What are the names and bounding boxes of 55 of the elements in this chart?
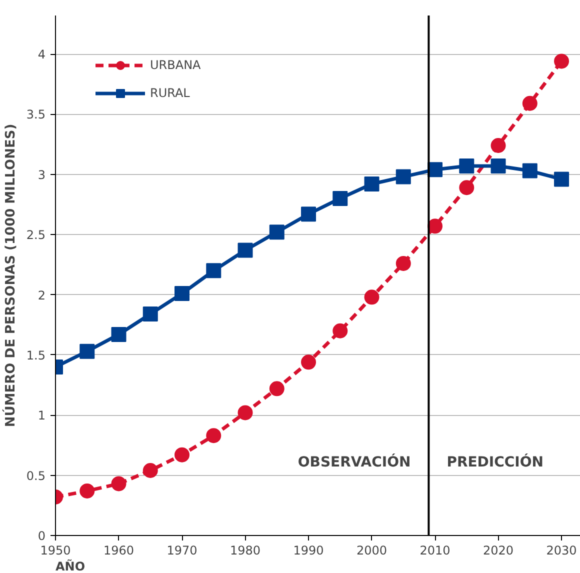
- point: [238, 405, 253, 420]
- point: [396, 256, 411, 271]
- point: [301, 354, 316, 370]
- point: [459, 158, 474, 174]
- y-tick-label: 4: [38, 48, 46, 62]
- x-axis-title: AÑO: [56, 558, 86, 573]
- y-tick-label: 1.5: [26, 348, 46, 362]
- point: [332, 323, 348, 338]
- point: [206, 263, 222, 278]
- point: [332, 190, 348, 206]
- point: [522, 96, 538, 111]
- point: [238, 242, 253, 258]
- point: [80, 344, 95, 359]
- x-tick-label: 1980: [230, 544, 261, 558]
- y-tick-label: 0: [38, 529, 46, 543]
- point: [522, 163, 538, 178]
- annotation: OBSERVACIÓN: [298, 454, 411, 471]
- point: [269, 224, 284, 240]
- y-tick-label: 3: [38, 168, 46, 182]
- legend-label: RURAL: [150, 86, 190, 100]
- point: [142, 306, 158, 322]
- x-tick-label: 2020: [483, 544, 514, 558]
- point: [554, 172, 570, 187]
- x-tick-label: 1990: [293, 544, 324, 558]
- point: [364, 290, 380, 305]
- point: [174, 447, 190, 462]
- x-tick-label: 2000: [356, 544, 388, 558]
- y-tick-label: 0.5: [26, 468, 46, 483]
- y-tick-label: 1: [38, 408, 46, 423]
- point: [142, 463, 158, 478]
- y-tick-label: 2: [38, 288, 46, 302]
- point: [206, 428, 222, 444]
- x-tick-label: 1960: [103, 544, 134, 558]
- point: [269, 381, 284, 396]
- point: [174, 286, 190, 302]
- x-tick-label: 2010: [420, 544, 450, 558]
- point: [364, 176, 380, 192]
- point: [396, 169, 411, 184]
- point: [428, 218, 443, 234]
- x-tick-label: 1970: [166, 544, 198, 558]
- point: [490, 158, 506, 174]
- x-tick-label: 2030: [546, 544, 577, 558]
- point: [111, 326, 126, 342]
- point: [554, 54, 570, 69]
- point: [111, 476, 126, 492]
- y-tick-label: 3.5: [26, 108, 46, 122]
- point: [301, 206, 316, 222]
- point: [80, 483, 95, 498]
- x-tick-label: 1950: [40, 544, 71, 558]
- annotation: PREDICCIÓN: [446, 454, 544, 471]
- legend-label: URBANA: [150, 58, 201, 72]
- point: [490, 138, 506, 153]
- y-axis-title: NÚMERO DE PERSONAS (1000 MILLONES): [1, 124, 18, 428]
- point: [459, 180, 474, 196]
- y-tick-label: 2.5: [26, 228, 46, 242]
